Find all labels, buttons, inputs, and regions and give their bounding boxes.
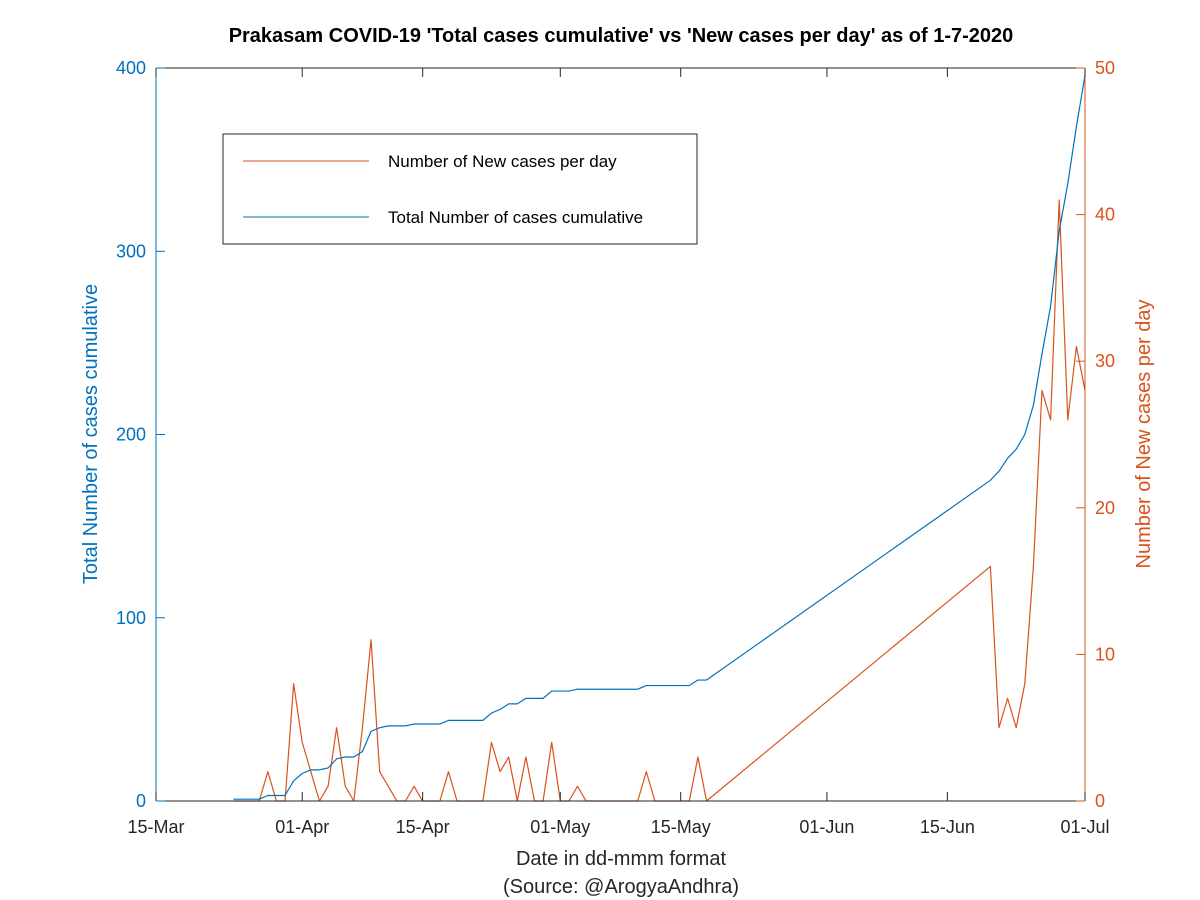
- chart-title: Prakasam COVID-19 'Total cases cumulativ…: [229, 25, 1014, 47]
- x-tick-label: 01-May: [530, 817, 590, 837]
- y-axis-label-right: Number of New cases per day: [1133, 299, 1155, 568]
- y-tick-label-right: 40: [1095, 205, 1115, 225]
- ticks-layer: 15-Mar 01-Apr 15-Apr 01-May 15-May 01-Jun 15-J…: [116, 58, 1115, 837]
- y-tick-label-left: 0: [136, 791, 146, 811]
- x-tick-label: 01-Jun: [799, 817, 854, 837]
- y-tick-label-right: 20: [1095, 498, 1115, 518]
- x-tick-label: 15-Apr: [396, 817, 450, 837]
- x-tick-label: 15-Jun: [920, 817, 975, 837]
- x-tick-label: 15-May: [651, 817, 711, 837]
- legend-label-cumulative: Total Number of cases cumulative: [388, 208, 643, 227]
- series-layer: [233, 75, 1086, 802]
- x-tick-label: 01-Jul: [1060, 817, 1109, 837]
- y-tick-label-left: 100: [116, 608, 146, 628]
- series-line-cumulative: [233, 75, 1086, 800]
- y-tick-label-left: 300: [116, 241, 146, 261]
- legend: Number of New cases per day Total Number…: [222, 133, 698, 245]
- axis-frame: [155, 67, 1086, 802]
- y-tick-label-right: 30: [1095, 351, 1115, 371]
- legend-box: [222, 133, 698, 245]
- y-tick-label-right: 0: [1095, 791, 1105, 811]
- x-axis-label: Date in dd-mmm format: [516, 848, 726, 870]
- y-tick-label-left: 200: [116, 425, 146, 445]
- y-tick-label-right: 50: [1095, 58, 1115, 78]
- x-tick-label: 01-Apr: [275, 817, 329, 837]
- y-tick-label-left: 400: [116, 58, 146, 78]
- x-axis-source-label: (Source: @ArogyaAndhra): [503, 876, 739, 898]
- y-axis-label-left: Total Number of cases cumulative: [80, 284, 102, 584]
- legend-label-new-cases: Number of New cases per day: [388, 152, 617, 171]
- x-tick-label: 15-Mar: [127, 817, 184, 837]
- y-tick-label-right: 10: [1095, 644, 1115, 664]
- series-line-new-cases: [233, 199, 1086, 802]
